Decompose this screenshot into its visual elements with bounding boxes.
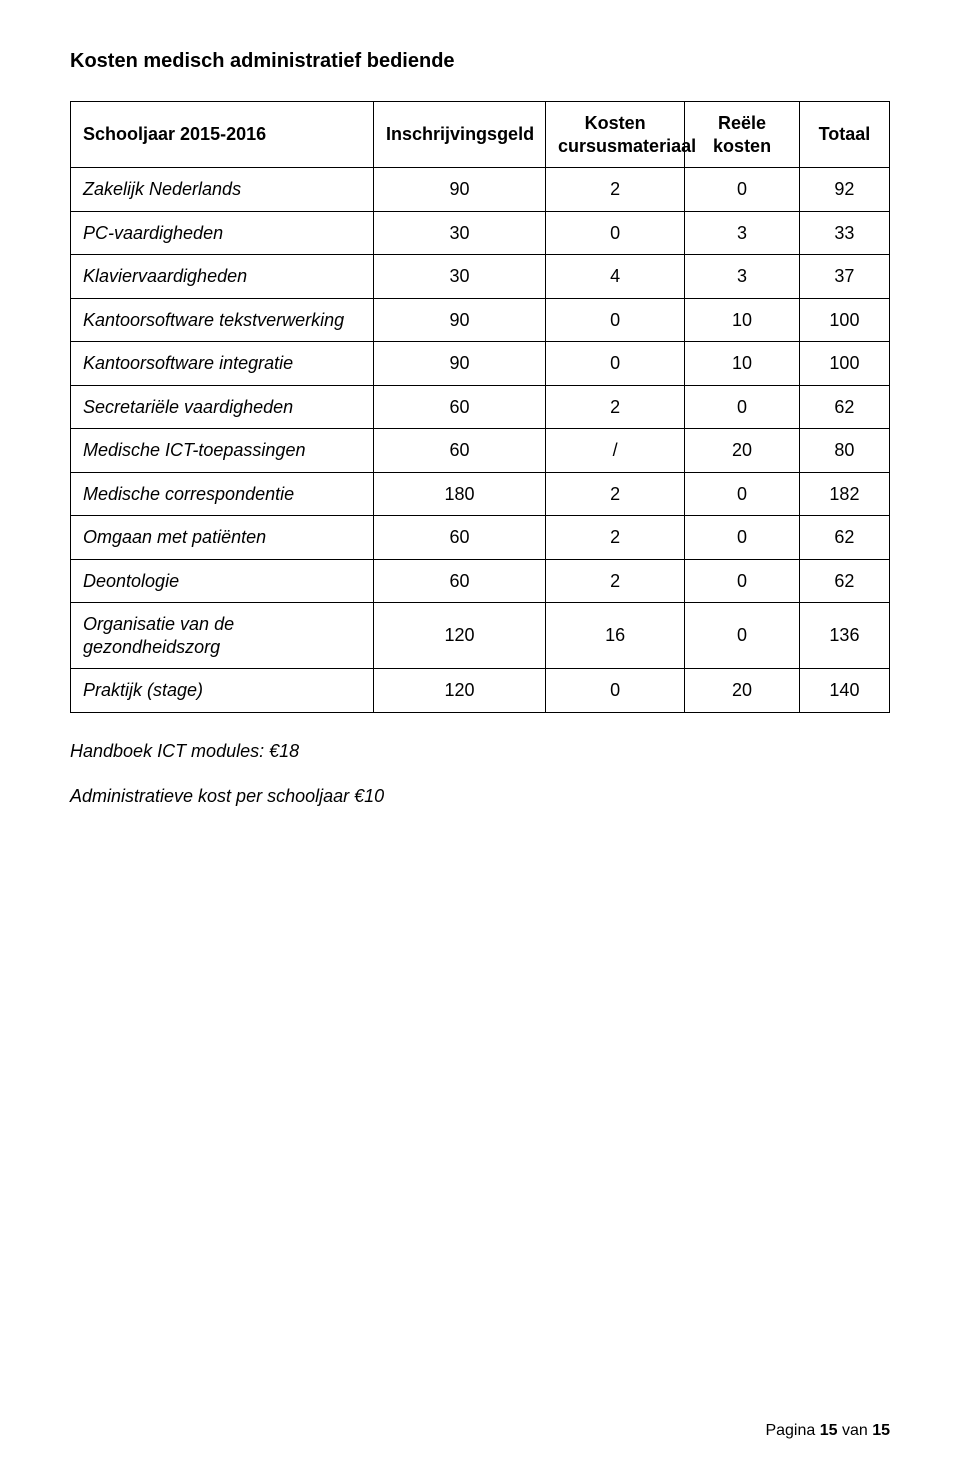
table-row: PC-vaardigheden 30 0 3 33 (71, 211, 890, 255)
cell-total: 182 (799, 472, 889, 516)
cell-fee: 120 (374, 669, 546, 713)
cell-materials: / (546, 429, 685, 473)
note-line: Handboek ICT modules: €18 (70, 741, 890, 762)
col-header-total: Totaal (799, 102, 889, 168)
cell-total: 136 (799, 603, 889, 669)
cell-materials: 4 (546, 255, 685, 299)
cell-real: 10 (685, 342, 800, 386)
cell-course: PC-vaardigheden (71, 211, 374, 255)
table-row: Kantoorsoftware tekstverwerking 90 0 10 … (71, 298, 890, 342)
page: Kosten medisch administratief bediende S… (0, 0, 960, 1480)
cell-materials: 0 (546, 211, 685, 255)
cell-materials: 0 (546, 298, 685, 342)
cell-fee: 30 (374, 211, 546, 255)
cell-course: Zakelijk Nederlands (71, 168, 374, 212)
cell-real: 3 (685, 255, 800, 299)
cell-fee: 90 (374, 298, 546, 342)
table-row: Medische ICT-toepassingen 60 / 20 80 (71, 429, 890, 473)
cell-course: Omgaan met patiënten (71, 516, 374, 560)
footer-current-page: 15 (820, 1422, 838, 1439)
cell-course: Medische correspondentie (71, 472, 374, 516)
col-header-materials: Kosten cursusmateriaal (546, 102, 685, 168)
table-row: Omgaan met patiënten 60 2 0 62 (71, 516, 890, 560)
table-row: Praktijk (stage) 120 0 20 140 (71, 669, 890, 713)
table-header-row: Schooljaar 2015-2016 Inschrijvingsgeld K… (71, 102, 890, 168)
cell-materials: 2 (546, 559, 685, 603)
cell-course: Kantoorsoftware integratie (71, 342, 374, 386)
notes: Handboek ICT modules: €18 Administratiev… (70, 741, 890, 831)
cell-course: Secretariële vaardigheden (71, 385, 374, 429)
cell-real: 0 (685, 559, 800, 603)
cell-fee: 60 (374, 559, 546, 603)
cell-course: Deontologie (71, 559, 374, 603)
cell-real: 0 (685, 603, 800, 669)
note-line: Administratieve kost per schooljaar €10 (70, 786, 890, 807)
cell-fee: 180 (374, 472, 546, 516)
footer-middle: van (838, 1422, 873, 1439)
footer-prefix: Pagina (765, 1422, 819, 1439)
cell-total: 140 (799, 669, 889, 713)
cell-real: 0 (685, 168, 800, 212)
cell-materials: 2 (546, 385, 685, 429)
cell-materials: 0 (546, 342, 685, 386)
cell-materials: 0 (546, 669, 685, 713)
footer-total-pages: 15 (872, 1422, 890, 1439)
col-header-fee: Inschrijvingsgeld (374, 102, 546, 168)
table-row: Secretariële vaardigheden 60 2 0 62 (71, 385, 890, 429)
cell-total: 62 (799, 516, 889, 560)
cell-fee: 30 (374, 255, 546, 299)
cell-materials: 2 (546, 516, 685, 560)
cell-course: Organisatie van de gezondheidszorg (71, 603, 374, 669)
table-row: Klaviervaardigheden 30 4 3 37 (71, 255, 890, 299)
table-body: Zakelijk Nederlands 90 2 0 92 PC-vaardig… (71, 168, 890, 713)
cell-fee: 60 (374, 429, 546, 473)
cell-total: 37 (799, 255, 889, 299)
table-row: Zakelijk Nederlands 90 2 0 92 (71, 168, 890, 212)
cell-total: 100 (799, 342, 889, 386)
cell-real: 0 (685, 385, 800, 429)
cell-real: 0 (685, 516, 800, 560)
table-row: Organisatie van de gezondheidszorg 120 1… (71, 603, 890, 669)
cell-real: 20 (685, 429, 800, 473)
cost-table-wrap: Schooljaar 2015-2016 Inschrijvingsgeld K… (70, 101, 890, 713)
cell-total: 62 (799, 559, 889, 603)
cell-course: Praktijk (stage) (71, 669, 374, 713)
cell-real: 10 (685, 298, 800, 342)
col-header-course: Schooljaar 2015-2016 (71, 102, 374, 168)
cell-course: Klaviervaardigheden (71, 255, 374, 299)
cell-real: 20 (685, 669, 800, 713)
cell-course: Kantoorsoftware tekstverwerking (71, 298, 374, 342)
cell-total: 62 (799, 385, 889, 429)
cell-total: 92 (799, 168, 889, 212)
table-row: Medische correspondentie 180 2 0 182 (71, 472, 890, 516)
cell-real: 3 (685, 211, 800, 255)
cell-real: 0 (685, 472, 800, 516)
page-footer: Pagina 15 van 15 (70, 1422, 890, 1440)
cell-total: 33 (799, 211, 889, 255)
cell-fee: 60 (374, 516, 546, 560)
cell-total: 80 (799, 429, 889, 473)
cell-total: 100 (799, 298, 889, 342)
cell-fee: 90 (374, 168, 546, 212)
table-row: Kantoorsoftware integratie 90 0 10 100 (71, 342, 890, 386)
cell-fee: 60 (374, 385, 546, 429)
cell-course: Medische ICT-toepassingen (71, 429, 374, 473)
cell-fee: 90 (374, 342, 546, 386)
cell-fee: 120 (374, 603, 546, 669)
cell-materials: 16 (546, 603, 685, 669)
cell-materials: 2 (546, 472, 685, 516)
col-header-real: Reële kosten (685, 102, 800, 168)
table-row: Deontologie 60 2 0 62 (71, 559, 890, 603)
cell-materials: 2 (546, 168, 685, 212)
page-title: Kosten medisch administratief bediende (70, 50, 890, 73)
cost-table: Schooljaar 2015-2016 Inschrijvingsgeld K… (70, 101, 890, 713)
